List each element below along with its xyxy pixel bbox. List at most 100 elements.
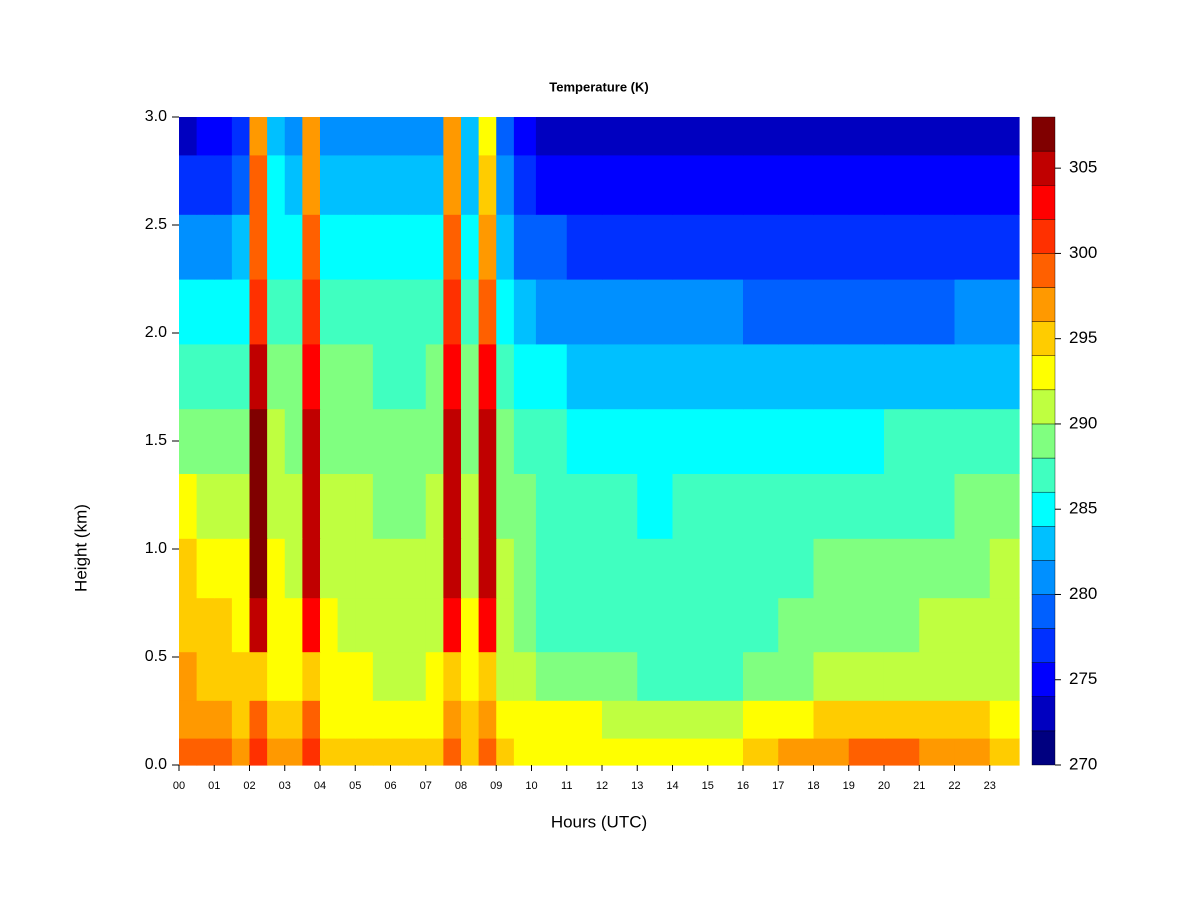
heat-cell <box>267 538 286 599</box>
heat-cell <box>214 214 233 280</box>
heat-cell <box>848 154 885 215</box>
heat-cell <box>707 700 744 739</box>
heat-cell <box>214 538 233 599</box>
heat-cell <box>319 597 339 653</box>
heat-cell <box>355 214 374 280</box>
heat-cell <box>319 651 339 701</box>
heat-cell <box>637 117 674 156</box>
heat-cell <box>848 700 885 739</box>
heat-cell <box>214 154 233 215</box>
heat-cell <box>425 279 444 345</box>
heat-cell <box>778 214 815 280</box>
heat-cell <box>302 279 321 345</box>
heat-cell <box>883 538 920 599</box>
heat-cell <box>742 279 779 345</box>
heat-cell <box>813 738 850 766</box>
heat-cell <box>267 343 286 410</box>
heat-cell <box>179 597 198 653</box>
x-axis-label: Hours (UTC) <box>551 812 647 831</box>
x-tick-label: 07 <box>420 780 432 792</box>
colorbar-band <box>1031 287 1056 322</box>
x-tick-label: 14 <box>666 780 678 792</box>
heat-cell <box>778 538 815 599</box>
x-tick-label: 18 <box>807 780 819 792</box>
heat-cell <box>637 343 674 410</box>
heat-cell <box>214 597 233 653</box>
heat-cell <box>566 597 603 653</box>
heat-cell <box>848 408 885 474</box>
heat-cell <box>601 597 638 653</box>
heat-cell <box>672 651 709 701</box>
heat-cell <box>249 408 268 474</box>
heat-cell <box>196 343 215 410</box>
heat-cell <box>478 700 497 739</box>
heat-cell <box>460 651 480 701</box>
heat-cell <box>637 473 674 539</box>
heat-cell <box>848 538 885 599</box>
heat-cell <box>302 154 321 215</box>
heat-cell <box>231 117 251 156</box>
heat-cell <box>355 700 374 739</box>
colorbar-band <box>1031 389 1056 425</box>
heat-cell <box>267 473 286 539</box>
heat-cell <box>179 700 198 739</box>
heat-cell <box>742 597 779 653</box>
heat-cell <box>637 408 674 474</box>
heat-cell <box>249 738 268 766</box>
heat-cell <box>443 279 462 345</box>
y-tick-label: 3.0 <box>145 108 167 125</box>
heat-cell <box>707 343 744 410</box>
heat-cell <box>496 597 515 653</box>
colorbar-band <box>1031 423 1056 459</box>
heat-cell <box>337 538 356 599</box>
x-tick-label: 21 <box>913 780 925 792</box>
x-tick-label: 03 <box>279 780 291 792</box>
heat-cell <box>355 473 374 539</box>
heat-cell <box>496 700 515 739</box>
colorbar-tick-label: 285 <box>1069 499 1097 518</box>
heat-cell <box>535 473 568 539</box>
heat-cell <box>848 279 885 345</box>
heat-cell <box>954 279 991 345</box>
heat-cell <box>954 738 991 766</box>
x-tick-label: 09 <box>490 780 502 792</box>
heat-cell <box>601 408 638 474</box>
heat-cell <box>954 597 991 653</box>
heat-cell <box>372 279 392 345</box>
heat-cell <box>601 117 638 156</box>
heat-cell <box>214 651 233 701</box>
x-tick-label: 20 <box>878 780 890 792</box>
heat-cell <box>249 279 268 345</box>
heat-cell <box>337 473 356 539</box>
heat-cell <box>355 738 374 766</box>
heat-cell <box>337 117 356 156</box>
heat-cell <box>337 214 356 280</box>
heat-cell <box>954 154 991 215</box>
heat-cell <box>672 700 709 739</box>
heat-cell <box>919 473 956 539</box>
x-tick-label: 19 <box>843 780 855 792</box>
heat-cell <box>372 473 392 539</box>
heat-cell <box>214 117 233 156</box>
heat-cell <box>496 651 515 701</box>
y-tick-label: 2.0 <box>145 324 167 341</box>
heat-cell <box>302 538 321 599</box>
heat-cell <box>390 343 409 410</box>
colorbar-band <box>1031 150 1056 186</box>
heat-cell <box>778 343 815 410</box>
x-tick-label: 08 <box>455 780 467 792</box>
heat-cell <box>390 117 409 156</box>
heat-cell <box>372 154 392 215</box>
colorbar-band <box>1031 696 1056 732</box>
heat-cell <box>566 343 603 410</box>
heat-cell <box>443 738 462 766</box>
heat-cell <box>813 279 850 345</box>
heat-cell <box>919 538 956 599</box>
heat-cell <box>443 473 462 539</box>
heat-cell <box>443 651 462 701</box>
heat-cell <box>408 473 427 539</box>
heat-cell <box>742 408 779 474</box>
heat-cell <box>460 279 480 345</box>
heat-cell <box>372 700 392 739</box>
heat-cell <box>989 117 1020 156</box>
